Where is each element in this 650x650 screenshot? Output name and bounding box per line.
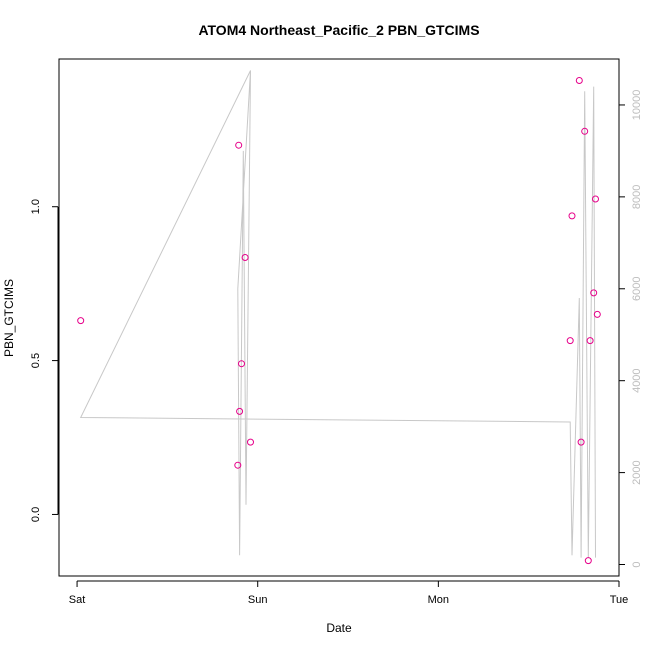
data-point — [235, 141, 243, 149]
y-left-tick-label: 0.5 — [30, 353, 42, 368]
data-point — [77, 317, 85, 325]
data-point — [593, 310, 601, 318]
plot-frame — [58, 58, 620, 577]
data-point — [234, 461, 242, 469]
y-right-tick-label: 2000 — [631, 460, 643, 484]
x-tick-label: Sun — [248, 594, 268, 606]
axes-layer: Sat Sun Mon Tue 0.0 0.5 1.0 0 2000 4000 6000 8000 10… — [30, 90, 643, 606]
y-left-tick-label: 0.0 — [30, 507, 42, 522]
y-right-tick-label: 0 — [631, 561, 643, 567]
depth-line-series — [79, 70, 596, 558]
data-point — [241, 254, 249, 261]
data-point — [581, 127, 589, 135]
data-point — [592, 195, 599, 203]
data-point — [586, 337, 594, 345]
chart-title: ATOM4 Northeast_Pacific_2 PBN_GTCIMS — [198, 22, 479, 38]
data-point — [584, 557, 592, 565]
data-point — [566, 337, 574, 345]
data-point — [575, 77, 583, 84]
y-right-tick-label: 10000 — [631, 90, 643, 121]
data-point — [238, 360, 245, 368]
y-left-tick-label: 1.0 — [30, 199, 42, 214]
data-point — [568, 212, 576, 220]
y-right-tick-label: 8000 — [631, 185, 643, 209]
data-point — [236, 407, 244, 415]
data-point — [577, 438, 585, 446]
x-axis-label: Date — [326, 621, 352, 635]
y-right-tick-label: 6000 — [631, 277, 643, 301]
x-tick-label: Mon — [428, 594, 449, 606]
y-axis-label: PBN_GTCIMS — [2, 279, 16, 357]
x-tick-label: Sat — [69, 594, 86, 606]
data-point — [590, 289, 598, 297]
x-tick-label: Tue — [610, 594, 629, 606]
y-right-tick-label: 4000 — [631, 368, 643, 392]
data-point — [247, 438, 254, 446]
series-layer — [77, 70, 601, 565]
